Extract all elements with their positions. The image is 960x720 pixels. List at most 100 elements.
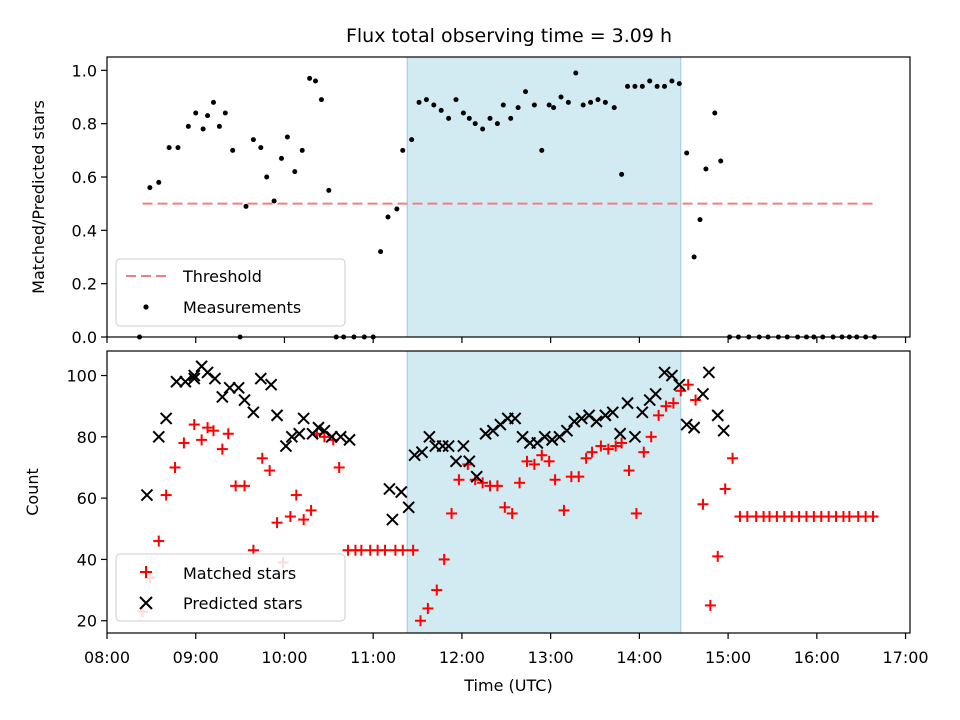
predicted-star-marker [545,433,559,447]
count-y-tick-label: 20 [77,612,97,631]
measurement-point [676,81,682,87]
matched-star-marker [305,504,317,516]
measurement-point [602,99,608,105]
measurement-point [438,107,444,113]
predicted-star-marker [395,485,408,499]
measurement-point [453,97,459,103]
matched-star-marker [543,455,555,467]
measurement-point [500,102,506,108]
measurement-point [632,83,638,89]
measurement-point [193,110,199,116]
predicted-star-marker [152,430,165,444]
measurement-point [318,97,324,103]
predicted-star-marker [436,439,449,453]
matched-star-marker [453,474,465,486]
measurement-point [611,105,617,111]
measurement-point [156,179,162,185]
matched-star-marker [712,550,724,562]
predicted-star-marker [568,415,581,428]
matched-star-marker [727,452,739,464]
matched-star-marker [216,443,228,455]
measurement-point [230,147,236,153]
predicted-star-marker [285,430,299,444]
matched-star-marker [630,507,642,519]
predicted-legend-label: Predicted stars [183,594,303,613]
matched-star-marker [431,584,443,596]
predicted-star-marker [560,424,574,437]
matched-star-marker [616,437,628,449]
measurement-point [480,126,486,132]
matched-star-marker [318,431,330,443]
matched-star-marker [290,489,302,501]
matched-star-marker [558,504,570,516]
matched-star-marker [867,511,879,523]
matched-star-marker [491,480,503,492]
matched-star-marker [477,477,489,489]
count-panel: 20 40 60 80 100 08:00 09:00 10:00 11:00 12:00 13:… [23,350,929,695]
measurement-point [580,102,586,108]
predicted-legend-swatch [139,596,153,610]
ratio-legend: Threshold Measurements [115,258,346,327]
measurement-point [508,115,514,121]
ratio-y-tick-label: 0.6 [72,168,97,187]
measurement-point [243,203,249,209]
measurement-point [250,137,256,143]
matched-star-marker [188,419,200,431]
predicted-star-marker [717,424,730,437]
matched-star-marker [160,489,172,501]
measurement-point [258,145,264,151]
measurement-point [460,110,466,116]
time-tick-label: 11:00 [350,648,396,667]
matched-star-marker [645,431,657,443]
count-y-tick-label: 60 [77,489,97,508]
measurement-point [619,171,625,177]
time-tick-label: 10:00 [261,648,307,667]
matched-star-marker [264,465,276,477]
time-tick-label: 15:00 [705,648,751,667]
predicted-star-marker [696,387,710,401]
predicted-star-marker [649,387,662,401]
matched-star-marker [506,507,518,519]
matched-legend-swatch [140,566,152,578]
matched-star-marker [284,511,296,523]
predicted-star-marker [159,412,173,425]
measurement-point [222,110,228,116]
count-y-ticks: 20 40 60 80 100 [66,367,107,631]
ratio-y-tick-label: 0.0 [72,328,97,347]
predicted-star-marker [297,412,310,425]
count-x-ticks: 08:00 09:00 10:00 11:00 12:00 13:00 14:00 15:00… [84,633,929,667]
measurement-point [494,121,500,127]
measurement-point [400,147,406,153]
ratio-x-ticks [106,337,907,343]
measurement-point [423,97,429,103]
matched-star-marker [549,474,561,486]
count-panel-frame [106,350,911,634]
measurement-point [205,113,211,119]
measurement-point [558,94,564,100]
time-tick-label: 12:00 [439,648,485,667]
predicted-star-marker [232,381,245,394]
matched-star-marker [667,397,679,409]
measurement-point [200,126,206,132]
ratio-panel: 0.0 0.2 0.4 0.6 0.8 1.0 Matched/Predicted sta… [29,56,911,347]
ratio-y-axis-label: Matched/Predicted stars [29,100,48,294]
matched-star-marker [536,449,548,461]
predicted-star-marker [179,375,192,388]
predicted-star-marker [538,430,551,444]
measurement-point [175,145,181,151]
predicted-star-marker [216,390,229,404]
predicted-star-marker [613,427,627,440]
measurement-point [409,137,415,143]
measurements-legend-label: Measurements [183,298,301,317]
ratio-y-tick-label: 1.0 [72,61,97,80]
predicted-star-marker [223,381,236,394]
predicted-star-marker [325,430,338,444]
measurement-point [684,150,690,156]
measurement-point [523,89,529,95]
measurement-point [147,185,153,191]
count-legend-box [115,553,346,622]
matched-star-marker [379,544,391,556]
measurement-point [595,97,601,103]
predicted-star-marker [270,409,284,422]
predicted-star-marker [334,430,347,444]
